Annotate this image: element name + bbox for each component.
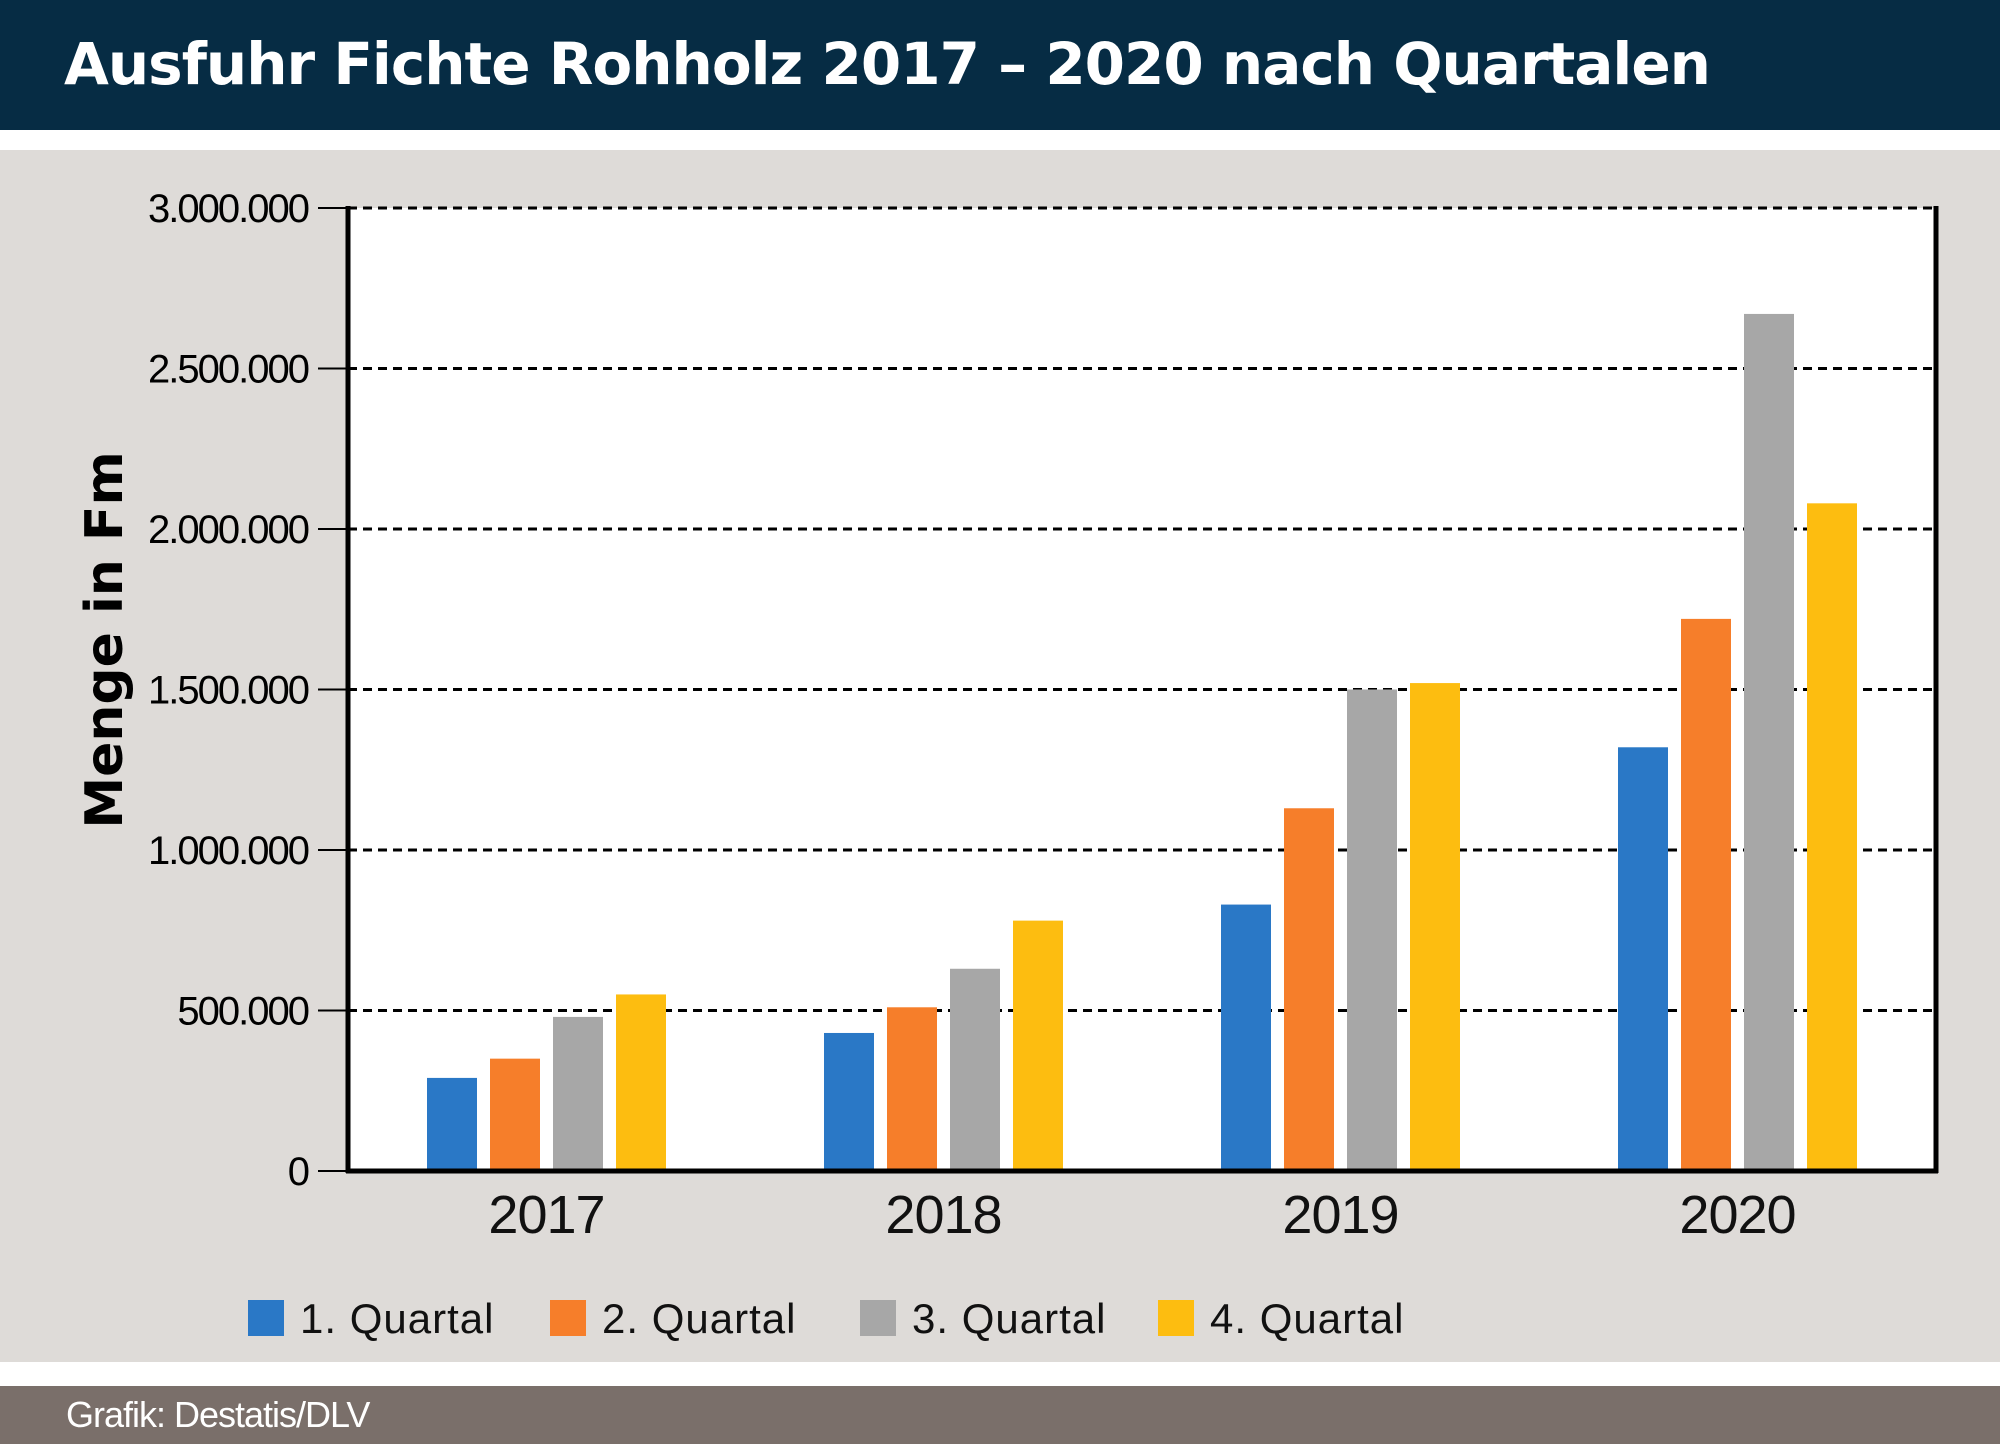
x-tick-label: 2019 (1282, 1185, 1398, 1245)
bars (427, 313, 1857, 1171)
x-tick-label: 2017 (488, 1185, 604, 1245)
y-tick-label: 2.500.000 (148, 348, 309, 392)
bar (1681, 618, 1731, 1171)
chart-panel: 0 500.000 1.000.000 1.500.000 2.000.000 2.500… (0, 150, 2000, 1362)
legend-swatch (550, 1300, 586, 1336)
y-tick-label: 2.000.000 (148, 508, 309, 552)
legend-swatch (1158, 1300, 1194, 1336)
x-tick-label: 2020 (1679, 1185, 1795, 1245)
bar (1410, 683, 1460, 1171)
y-tick-labels: 0 500.000 1.000.000 1.500.000 2.000.000 2.500… (148, 187, 311, 1194)
legend-swatch (860, 1300, 896, 1336)
footer-bar: Grafik: Destatis/DLV (0, 1386, 2000, 1444)
bar (1013, 920, 1063, 1171)
legend-label: 1. Quartal (300, 1295, 494, 1342)
source-credit: Grafik: Destatis/DLV (66, 1394, 370, 1435)
bar (427, 1077, 477, 1171)
bar (824, 1032, 874, 1171)
y-tick-label: 1.000.000 (148, 829, 309, 873)
y-tick-label: 500.000 (177, 990, 308, 1034)
bar (1347, 689, 1397, 1171)
title-bar: Ausfuhr Fichte Rohholz 2017 – 2020 nach … (0, 0, 2000, 130)
bar (887, 1007, 937, 1171)
x-tick-labels: 2017 2018 2019 2020 (488, 1185, 1796, 1245)
y-axis-label: Menge in Fm (75, 451, 135, 828)
bar-chart: 0 500.000 1.000.000 1.500.000 2.000.000 2.500… (75, 187, 1939, 1342)
bar (950, 968, 1000, 1171)
bar (553, 1016, 603, 1171)
bar (1744, 313, 1794, 1171)
bar (616, 994, 666, 1171)
bar (1618, 747, 1668, 1171)
legend-label: 3. Quartal (912, 1295, 1106, 1342)
y-tick-label: 0 (288, 1150, 309, 1194)
bar (1807, 503, 1857, 1171)
x-tick-label: 2018 (885, 1185, 1001, 1245)
y-tick-label: 1.500.000 (148, 669, 309, 713)
legend-label: 4. Quartal (1210, 1295, 1404, 1342)
axes (345, 206, 1939, 1174)
legend-label: 2. Quartal (602, 1295, 796, 1342)
bar (1284, 808, 1334, 1171)
bar (490, 1058, 540, 1171)
legend-swatch (248, 1300, 284, 1336)
y-tick-label: 3.000.000 (148, 187, 309, 231)
legend: 1. Quartal 2. Quartal 3. Quartal 4. Quartal (248, 1295, 1404, 1342)
bar (1221, 904, 1271, 1171)
grid-lines (318, 206, 1936, 1172)
chart-title: Ausfuhr Fichte Rohholz 2017 – 2020 nach … (64, 30, 1711, 98)
